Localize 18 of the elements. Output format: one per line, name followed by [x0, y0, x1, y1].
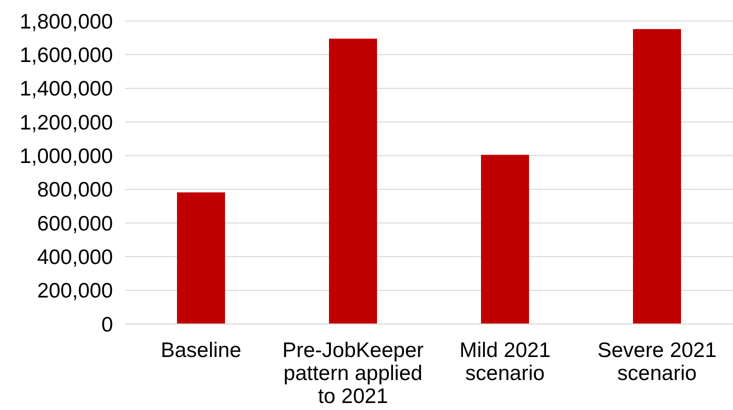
bar	[480, 154, 530, 324]
y-tick-label: 1,000,000	[20, 145, 113, 168]
bar	[176, 192, 226, 324]
x-tick-label: Pre-JobKeeper pattern applied to 2021	[282, 339, 424, 408]
y-tick-label: 1,200,000	[20, 111, 113, 134]
y-tick-label: 1,400,000	[20, 78, 113, 101]
x-tick-label: Severe 2021 scenario	[597, 339, 717, 385]
bar	[632, 29, 682, 324]
x-tick-label: Mild 2021 scenario	[459, 339, 551, 385]
y-tick-label: 400,000	[37, 246, 113, 270]
y-tick-label: 600,000	[37, 212, 113, 236]
y-tick-label: 0	[101, 313, 113, 336]
y-tick-label: 200,000	[37, 280, 113, 303]
y-tick-label: 800,000	[37, 178, 113, 202]
x-tick-label: Baseline	[160, 339, 242, 362]
y-tick-label: 1,800,000	[20, 10, 113, 34]
y-tick-label: 1,600,000	[20, 44, 113, 68]
bar	[328, 38, 378, 324]
